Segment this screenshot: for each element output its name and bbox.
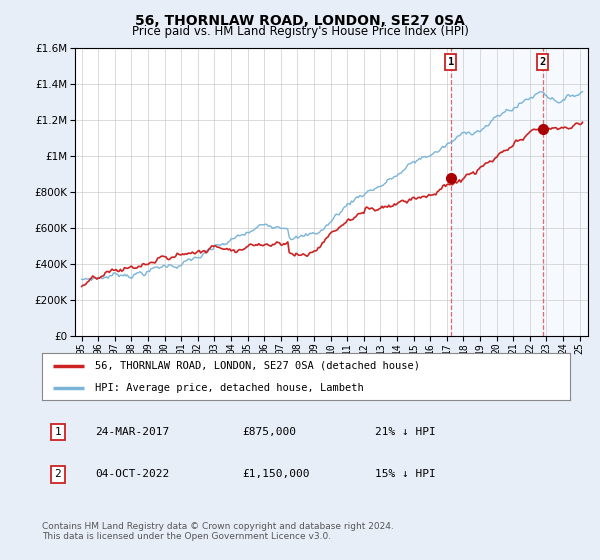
Text: 2: 2 — [539, 57, 545, 67]
Text: 2: 2 — [55, 469, 61, 479]
Text: 56, THORNLAW ROAD, LONDON, SE27 0SA: 56, THORNLAW ROAD, LONDON, SE27 0SA — [135, 14, 465, 28]
Text: Contains HM Land Registry data © Crown copyright and database right 2024.
This d: Contains HM Land Registry data © Crown c… — [42, 522, 394, 542]
Text: 15% ↓ HPI: 15% ↓ HPI — [374, 469, 436, 479]
Text: £875,000: £875,000 — [242, 427, 296, 437]
Text: 24-MAR-2017: 24-MAR-2017 — [95, 427, 169, 437]
Text: 1: 1 — [55, 427, 61, 437]
Text: 04-OCT-2022: 04-OCT-2022 — [95, 469, 169, 479]
Text: HPI: Average price, detached house, Lambeth: HPI: Average price, detached house, Lamb… — [95, 382, 364, 393]
Text: 56, THORNLAW ROAD, LONDON, SE27 0SA (detached house): 56, THORNLAW ROAD, LONDON, SE27 0SA (det… — [95, 361, 420, 371]
Text: Price paid vs. HM Land Registry's House Price Index (HPI): Price paid vs. HM Land Registry's House … — [131, 25, 469, 38]
Text: 21% ↓ HPI: 21% ↓ HPI — [374, 427, 436, 437]
Text: £1,150,000: £1,150,000 — [242, 469, 310, 479]
Text: 1: 1 — [448, 57, 454, 67]
Bar — [451, 48, 588, 336]
